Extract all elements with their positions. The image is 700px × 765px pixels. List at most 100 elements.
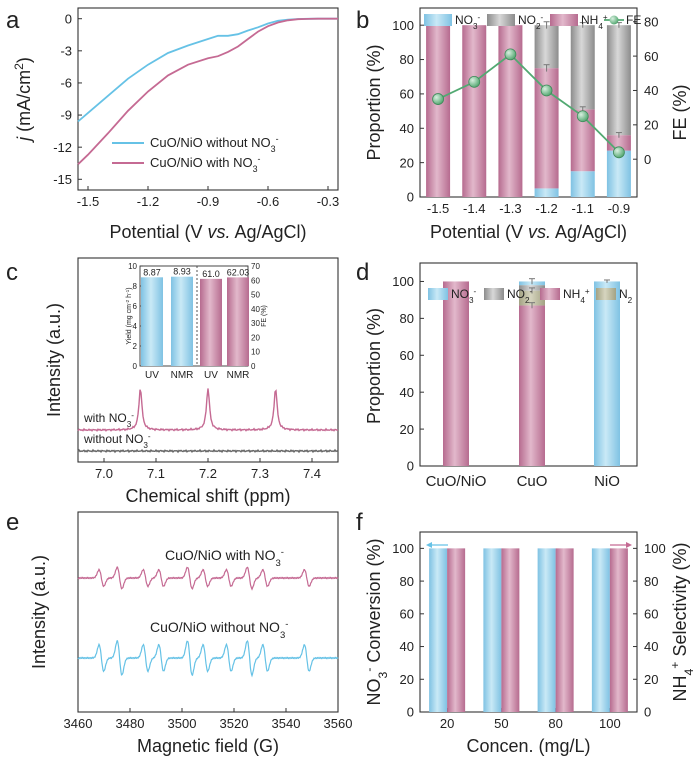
inset-y2-tick-label: 40: [251, 305, 260, 314]
y-axis-label-e: Intensity (a.u.): [29, 555, 49, 669]
legend-label-a: CuO/NiO with NO3-: [150, 154, 261, 174]
legend-label-a-part: -: [276, 134, 279, 144]
trace-label-with-part: 3: [127, 420, 132, 429]
y-tick-label: 0: [644, 705, 651, 720]
y-tick-label: 20: [400, 422, 414, 437]
inset-value-label: 62.03: [227, 267, 250, 277]
x-axis-label-c: Chemical shift (ppm): [125, 486, 290, 506]
legend-label-no2-part: 2: [536, 22, 541, 31]
bar-segment-NO2: [606, 25, 631, 136]
trace-without-no3: [77, 448, 339, 454]
chart-a-current-density: -1.5 -1.2 -0.9 -0.6 -0.30-3-6-9-12-15Potenti…: [12, 7, 339, 242]
x-tick-label: 7.2: [199, 466, 217, 481]
chart-d-catalyst-comparison: 0 20 40 60 80 100 Proportion (%) CuO/NiO CuO NiO N…: [364, 262, 638, 490]
legend-label-d-part: NH: [563, 287, 580, 301]
bar-selectivity: [501, 548, 520, 712]
legend-label-no2-part: NO: [518, 13, 536, 27]
inset-y-tick-label: 4: [133, 322, 138, 331]
inset-y-tick-label: 10: [128, 262, 137, 271]
bar-conversion: [429, 548, 448, 712]
fe-point: [468, 75, 481, 88]
category-label-d: NiO: [594, 473, 620, 490]
trace-label-without-part: -: [148, 432, 151, 441]
legend-swatch-no2: [487, 14, 515, 26]
y-tick-label: 60: [400, 606, 414, 621]
trace-label-without-part: NO: [125, 432, 143, 446]
y-tick-label: 0: [644, 152, 651, 167]
legend-label-a-part: NO: [233, 155, 253, 170]
arrow-right-head: [626, 542, 632, 548]
legend-marker-fe: [609, 15, 619, 25]
bar-conversion: [537, 548, 556, 712]
epr-trace-without-no3: [77, 640, 339, 678]
x-axis-label-f: Concen. (mg/L): [466, 736, 590, 756]
legend-label-a: CuO/NiO without NO3-: [150, 134, 279, 154]
legend-label-nh4: NH4+: [581, 13, 608, 31]
x-tick-label: 7.3: [251, 466, 269, 481]
fe-point: [576, 110, 589, 123]
series-line-with-no3: [77, 17, 338, 165]
bar-segment-NO3: [534, 188, 559, 197]
y-tick-label: 20: [400, 672, 414, 687]
epr-label-without-part: 3: [280, 630, 285, 641]
legend-label-d-part: N: [619, 287, 628, 301]
inset-value-label: 8.87: [143, 267, 161, 277]
inset-y-tick-label: 8: [133, 282, 138, 291]
bar-segment-NO3: [570, 171, 595, 197]
x-tick-label: -1.2: [137, 194, 159, 209]
fe-line: [437, 53, 620, 153]
legend-swatch-d: [428, 288, 448, 300]
fe-point: [540, 84, 553, 97]
y-axis-label-c: Intensity (a.u.): [44, 303, 64, 417]
legend-label-a-part: NO: [251, 135, 271, 150]
fe-point: [504, 48, 517, 61]
y-axis-label-f-part: Conversion (%): [364, 539, 384, 668]
epr-label-with-part: CuO/NiO with: [165, 547, 254, 563]
chart-c-nmr-spectra: 7.0 7.1 7.2 7.3 7.4 Chemical shift (ppm) Inten…: [44, 257, 339, 506]
x-tick-label: 7.1: [147, 466, 165, 481]
x-axis-label-b-part: Ag/AgCl): [551, 222, 627, 242]
chart-b-product-proportion: -1.5 -1.4 -1.3 -1.2 -1.1 -0.9 0 20 40 60 80 100 0 20 4…: [364, 7, 690, 242]
y-tick-label: 40: [400, 385, 414, 400]
panel-letter-f: f: [356, 509, 363, 536]
y-tick-label: 100: [392, 18, 414, 33]
x-tick-label: 3520: [220, 716, 249, 731]
inset-y2-tick-label: 70: [251, 262, 260, 271]
legend-label-nh4-part: +: [603, 13, 608, 22]
panel-letter-c: c: [6, 259, 18, 286]
legend-label-d: NO2-: [507, 287, 533, 305]
bar-selectivity: [555, 548, 574, 712]
y-tick-label: 80: [400, 52, 414, 67]
inset-y-tick-label: 0: [133, 362, 138, 371]
bar-segment-NO3: [594, 281, 620, 466]
y-tick-label: 40: [644, 639, 658, 654]
y-tick-label: 0: [407, 190, 414, 205]
y2-axis-label-f-part: 4: [682, 669, 696, 676]
legend-label-d: NO3-: [451, 287, 477, 305]
legend-label-no3-part: NO: [455, 13, 473, 27]
bar-segment-NH4: [519, 305, 545, 466]
y-tick-label: 100: [392, 541, 414, 556]
legend-label-no2-part: -: [541, 13, 544, 22]
legend-label-d: NH4+: [563, 287, 590, 305]
panel-letter-e: e: [6, 509, 19, 536]
legend-label-a-part: CuO/NiO with: [150, 155, 233, 170]
inset-y2-tick-label: 30: [251, 319, 260, 328]
trace-label-without-part: without: [83, 432, 125, 446]
y2-axis-label-f-part: Selectivity (%): [670, 543, 690, 662]
y-tick-label: 80: [644, 574, 658, 589]
y-tick-label: 100: [644, 541, 666, 556]
legend-label-d-part: NO: [507, 287, 525, 301]
inset-y2-tick-label: 20: [251, 333, 260, 342]
x-tick-label: -0.9: [197, 194, 219, 209]
x-axis-label-b-part: Potential (V: [430, 222, 528, 242]
inset-value-label: 61.0: [202, 269, 220, 279]
inset-y2-axis-label: FE (%): [261, 305, 268, 327]
epr-label-without-part: -: [285, 619, 288, 630]
y-axis-label-d: Proportion (%): [364, 308, 384, 424]
trace-label-with: with NO3-: [83, 411, 134, 429]
x-tick-label: 50: [494, 716, 508, 731]
fe-point: [613, 146, 625, 159]
arrow-left-head: [426, 542, 432, 548]
